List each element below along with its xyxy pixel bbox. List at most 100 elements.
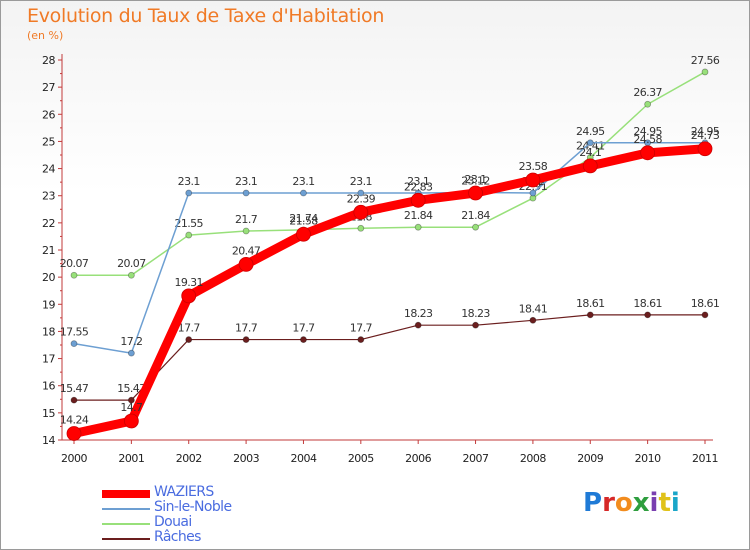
x-tick-label: 2002 xyxy=(176,452,202,465)
logo-letter: o xyxy=(614,488,633,518)
data-point xyxy=(414,321,422,329)
data-point xyxy=(185,189,193,197)
logo-letter: P xyxy=(583,488,603,518)
data-label: 24.95 xyxy=(576,125,605,138)
y-tick-label: 18 xyxy=(42,325,55,338)
data-label: 18.41 xyxy=(519,302,548,315)
x-tick-label: 2001 xyxy=(118,452,144,465)
data-label: 27.56 xyxy=(691,54,720,67)
y-tick-label: 26 xyxy=(42,108,55,121)
legend-label: Râches xyxy=(154,529,201,545)
data-point xyxy=(300,336,307,343)
data-point xyxy=(357,224,365,232)
data-point xyxy=(185,231,193,239)
data-point xyxy=(697,141,713,157)
data-label: 18.23 xyxy=(404,307,433,320)
data-label: 23.1 xyxy=(407,175,429,188)
data-label: 14.24 xyxy=(60,413,89,426)
legend-swatch xyxy=(102,508,150,510)
data-label: 20.07 xyxy=(60,257,89,270)
data-label: 21.7 xyxy=(235,213,258,226)
legend-label: Douai xyxy=(154,514,192,530)
data-point xyxy=(701,311,709,319)
logo-letter: t xyxy=(658,488,671,518)
data-label: 22.83 xyxy=(404,180,433,193)
data-point xyxy=(238,256,254,272)
data-label: 24.73 xyxy=(691,129,720,142)
data-point xyxy=(70,340,78,348)
legend-label: Sin-le-Noble xyxy=(154,499,232,515)
x-tick-label: 2007 xyxy=(463,452,489,465)
data-point xyxy=(586,139,594,147)
x-tick-label: 2010 xyxy=(635,452,661,465)
data-label: 21.84 xyxy=(404,209,433,222)
x-tick-label: 2004 xyxy=(290,452,316,465)
data-label: 19.31 xyxy=(174,276,203,289)
y-tick-label: 14 xyxy=(42,434,55,447)
series-waziers: 14.2414.719.3120.4721.5822.3922.8323.123… xyxy=(60,129,720,441)
series-line-waziers xyxy=(69,144,710,438)
data-point xyxy=(525,172,541,188)
data-label: 20.07 xyxy=(117,257,146,270)
data-label: 17.7 xyxy=(178,322,201,335)
chart-subtitle: (en %) xyxy=(27,29,64,42)
data-label: 17.7 xyxy=(235,322,258,335)
data-point xyxy=(410,192,426,208)
data-point xyxy=(353,204,369,220)
series-line-douai xyxy=(73,71,706,276)
data-point xyxy=(127,396,135,404)
data-point xyxy=(472,321,479,329)
y-tick-label: 28 xyxy=(42,54,55,67)
series-douai: 20.0720.0721.5521.721.7421.821.8421.8422… xyxy=(60,54,720,279)
data-label: 21.58 xyxy=(289,214,318,227)
data-label: 17.55 xyxy=(60,326,89,339)
logo-letter: r xyxy=(602,488,615,518)
data-label: 24.95 xyxy=(633,125,662,138)
data-label: 17.7 xyxy=(350,322,373,335)
data-label: 18.61 xyxy=(576,297,605,310)
legend-swatch xyxy=(102,490,150,498)
y-tick-label: 25 xyxy=(42,135,55,148)
data-point xyxy=(185,336,193,343)
data-point xyxy=(181,288,197,304)
data-label: 18.61 xyxy=(633,297,662,310)
data-label: 23.1 xyxy=(464,173,486,186)
data-label: 24.58 xyxy=(633,133,662,146)
data-point xyxy=(127,349,135,357)
data-label: 23.1 xyxy=(235,175,257,188)
data-label: 14.7 xyxy=(120,401,143,414)
proxiti-logo: Proxiti xyxy=(583,488,680,518)
legend-swatch xyxy=(102,523,150,525)
data-point xyxy=(66,426,82,441)
chart-title: Evolution du Taux de Taxe d'Habitation xyxy=(27,5,385,27)
data-label: 17.2 xyxy=(120,335,142,348)
data-label: 15.47 xyxy=(117,382,146,395)
data-point xyxy=(296,226,311,242)
data-label: 20.47 xyxy=(232,244,261,257)
y-tick-label: 27 xyxy=(42,81,55,94)
data-point xyxy=(640,145,656,161)
x-tick-label: 2005 xyxy=(348,452,374,465)
data-label: 18.61 xyxy=(691,297,720,310)
data-label: 24.1 xyxy=(579,146,601,159)
data-point xyxy=(644,100,652,108)
x-tick-label: 2009 xyxy=(577,452,603,465)
legend-swatch xyxy=(102,538,150,540)
data-label: 23.1 xyxy=(178,175,200,188)
x-tick-label: 2008 xyxy=(520,452,546,465)
data-label: 21.74 xyxy=(289,212,318,225)
data-label: 15.47 xyxy=(60,382,89,395)
x-tick-label: 2006 xyxy=(405,452,431,465)
x-tick-label: 2000 xyxy=(61,452,87,465)
data-label: 17.7 xyxy=(292,322,315,335)
data-point xyxy=(529,316,537,324)
data-label: 26.37 xyxy=(633,86,662,99)
legend-label: WAZIERS xyxy=(154,484,214,500)
y-tick-label: 16 xyxy=(42,380,55,393)
y-tick-label: 22 xyxy=(42,217,55,230)
data-label: 23.1 xyxy=(292,175,314,188)
data-point xyxy=(357,189,365,197)
series-line-sin-le-noble xyxy=(73,142,706,354)
data-point xyxy=(701,68,709,76)
